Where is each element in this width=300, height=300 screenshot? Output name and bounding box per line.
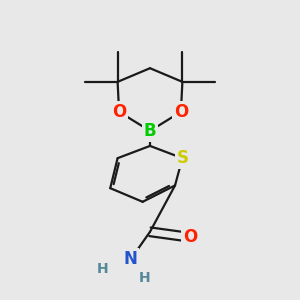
Text: O: O: [174, 103, 188, 121]
Text: H: H: [97, 262, 109, 276]
Text: N: N: [124, 250, 138, 268]
Text: S: S: [176, 149, 188, 167]
Text: O: O: [112, 103, 126, 121]
Text: H: H: [138, 271, 150, 285]
Text: O: O: [183, 228, 197, 246]
Text: B: B: [144, 122, 156, 140]
